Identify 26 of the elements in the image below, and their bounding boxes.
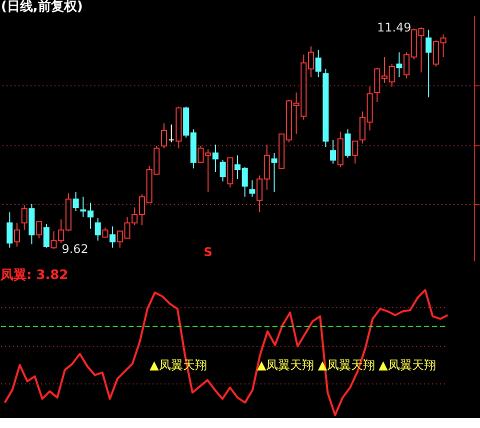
annotation: ▲凤翼天翔 (378, 358, 436, 372)
candlestick (344, 128, 351, 158)
candlestick (94, 218, 101, 242)
candlestick (220, 160, 226, 182)
candlestick (426, 29, 432, 98)
candlestick (352, 140, 358, 164)
annotation: S (204, 244, 212, 259)
candlestick (212, 144, 218, 172)
candlestick (6, 212, 13, 248)
candlestick (43, 224, 50, 248)
chart-title: 凤翼: 3.82 (0, 268, 68, 283)
candlestick (36, 221, 42, 239)
candlestick (249, 180, 256, 198)
candlestick (21, 204, 28, 230)
candlestick (168, 124, 174, 143)
candlestick (72, 192, 79, 212)
candlestick (14, 222, 20, 248)
annotation: 9.62 (62, 242, 88, 256)
candlestick (271, 152, 278, 193)
candlestick (396, 52, 402, 78)
candlestick (110, 226, 116, 248)
candlestick (315, 49, 322, 78)
candlestick (330, 139, 336, 164)
annotation: 11.49 (377, 20, 412, 34)
candlestick (161, 122, 167, 149)
candlestick (102, 227, 108, 238)
